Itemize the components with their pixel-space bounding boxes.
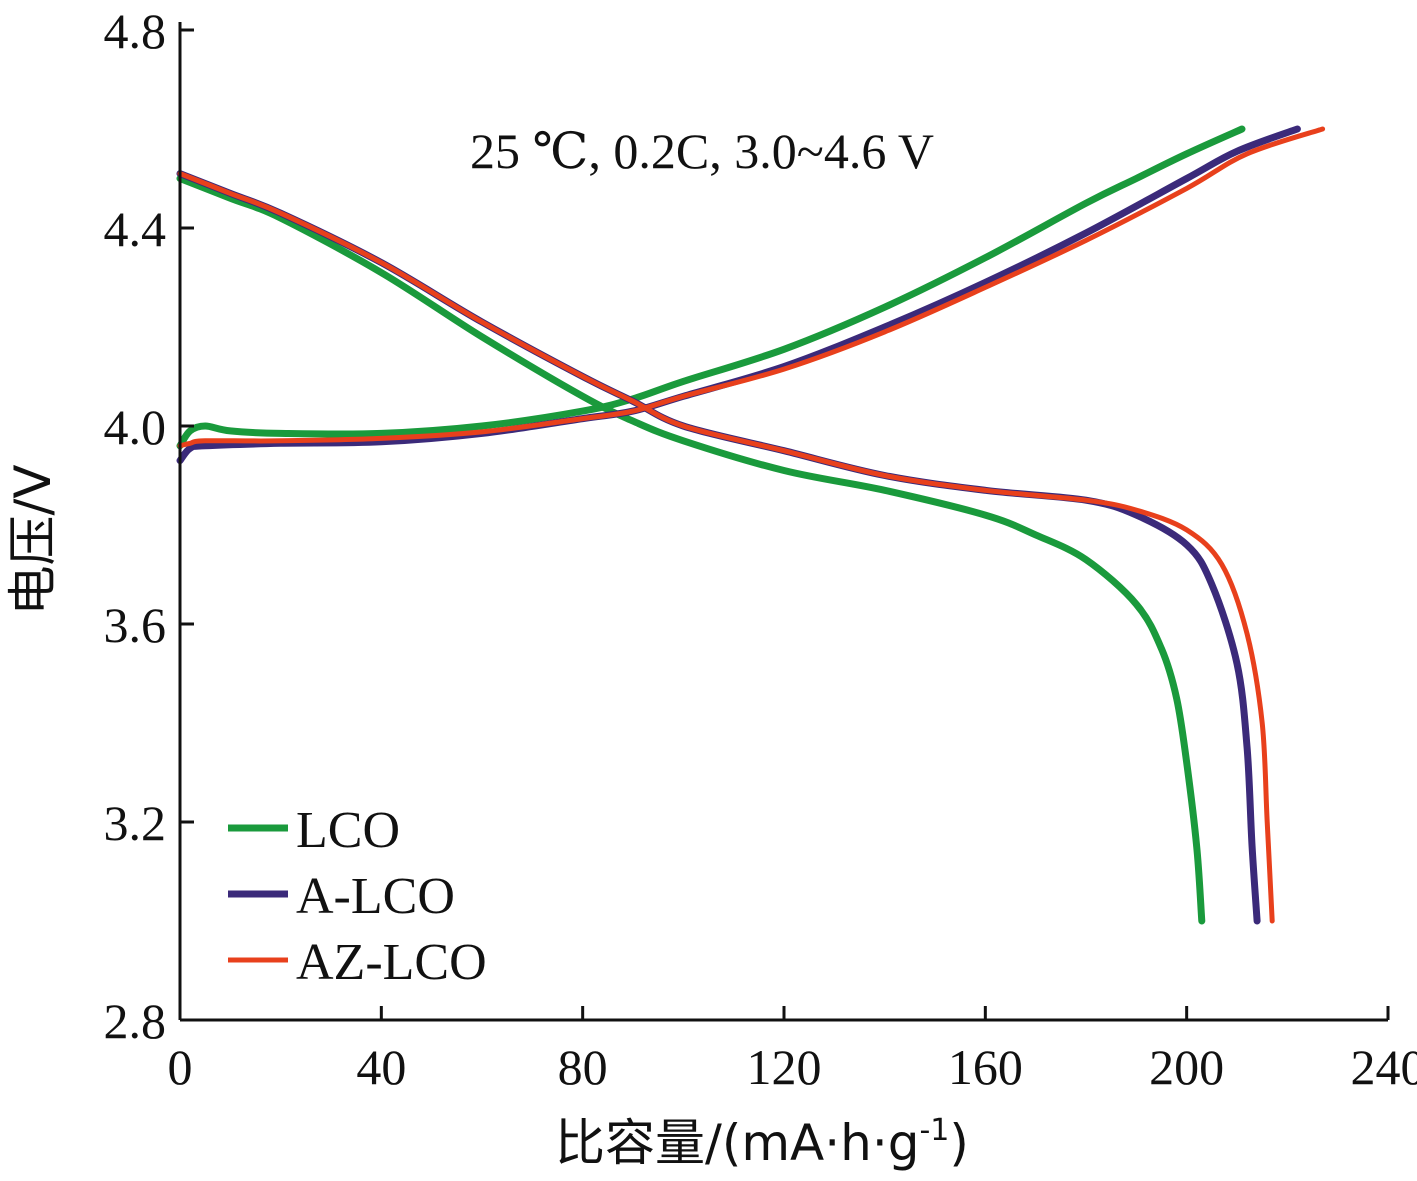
x-tick-label: 240: [1351, 1039, 1417, 1095]
x-axis-title-superscript: -1: [919, 1113, 949, 1148]
series-curves: [176, 125, 1326, 925]
az-lco-discharge-curve: [177, 171, 1275, 924]
lco-discharge-curve: [176, 175, 1206, 925]
y-tick-label: 4.0: [104, 399, 167, 455]
x-tick-label: 160: [948, 1039, 1023, 1095]
y-ticks: 2.8 3.2 3.6 4.0 4.4 4.8: [104, 3, 194, 1049]
x-axis-title-main: 比容量/(mA·h·g: [555, 1114, 919, 1172]
x-tick-label: 40: [356, 1039, 406, 1095]
y-tick-label: 4.4: [104, 201, 167, 257]
legend-label-az-lco: AZ-LCO: [296, 934, 487, 991]
legend-label-a-lco: A-LCO: [296, 868, 455, 925]
x-tick-label: 80: [558, 1039, 608, 1095]
az-lco-charge-curve: [177, 126, 1326, 449]
x-ticks: 0 40 80 120 160 200 240: [168, 1006, 1417, 1095]
y-tick-label: 3.6: [104, 597, 167, 653]
legend: LCO A-LCO AZ-LCO: [228, 802, 487, 991]
y-tick-label: 2.8: [104, 993, 167, 1049]
condition-annotation: 25 ℃, 0.2C, 3.0~4.6 V: [470, 123, 934, 179]
x-axis-title-end: ): [949, 1114, 969, 1172]
y-axis-title: 电压/V: [4, 464, 62, 615]
y-tick-label: 4.8: [104, 3, 167, 59]
lco-charge-curve: [176, 125, 1246, 450]
x-tick-label: 200: [1149, 1039, 1224, 1095]
y-tick-label: 3.2: [104, 795, 167, 851]
x-axis-title: 比容量/(mA·h·g-1): [555, 1113, 969, 1172]
x-tick-label: 120: [747, 1039, 822, 1095]
x-tick-label: 0: [168, 1039, 193, 1095]
legend-label-lco: LCO: [296, 802, 400, 859]
